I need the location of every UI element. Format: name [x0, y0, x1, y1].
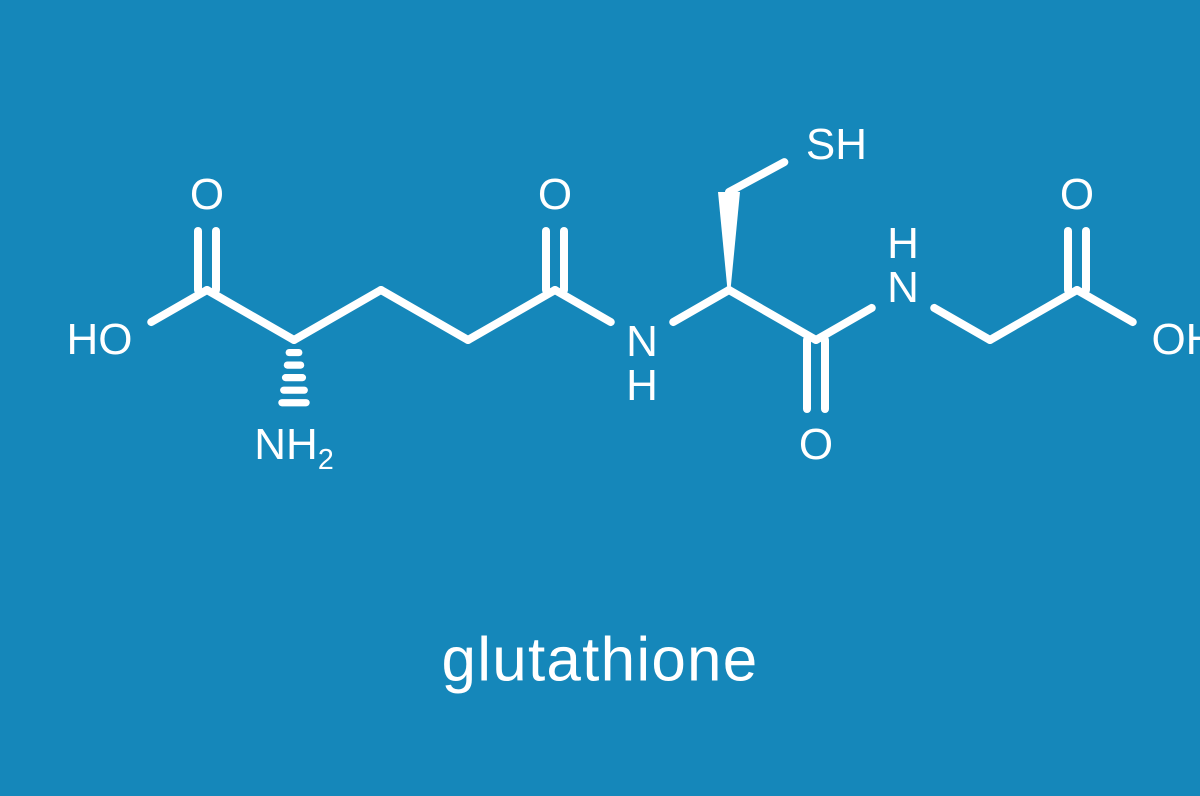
diagram-canvas: HO O NH2 O SH O O OH NH HN glutathione: [0, 0, 1200, 796]
molecule-name: glutathione: [441, 625, 758, 696]
atom-label: NH: [626, 320, 658, 408]
atom-label: SH: [806, 123, 867, 167]
atom-label: O: [538, 173, 572, 217]
atom-label: O: [1060, 173, 1094, 217]
atom-label: O: [190, 173, 224, 217]
atom-label: OH: [1151, 318, 1200, 362]
atom-label: HO: [67, 318, 133, 362]
atom-label: HN: [887, 222, 919, 310]
atom-label: NH2: [254, 423, 333, 467]
atom-label: O: [799, 423, 833, 467]
